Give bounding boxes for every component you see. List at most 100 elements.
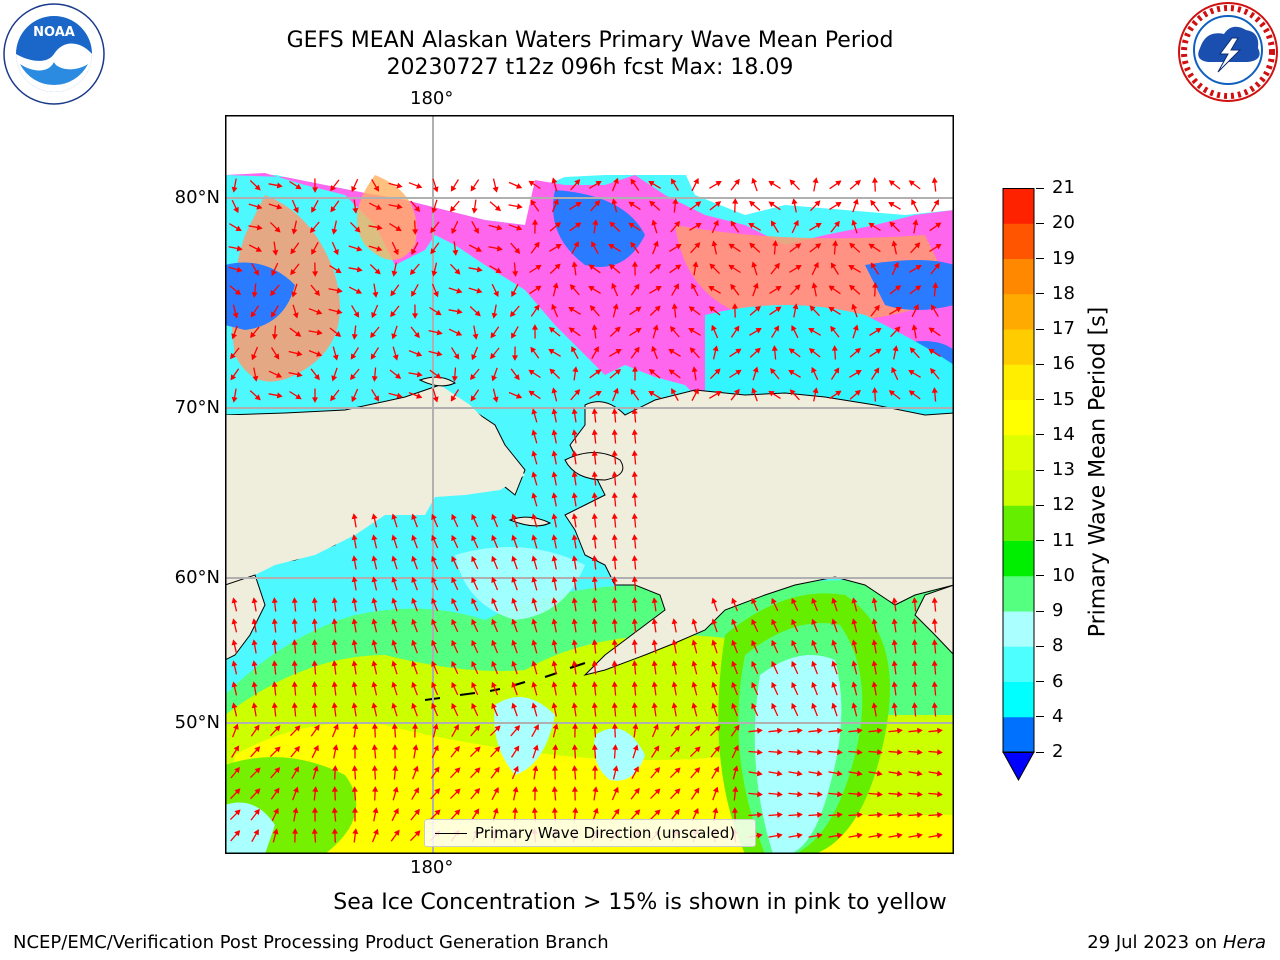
wave-arrow-head: [470, 185, 477, 192]
wave-arrow-head: [749, 200, 756, 207]
wave-arrow-head: [371, 660, 378, 667]
wave-arrow-head: [351, 395, 357, 403]
wave-arrow-head: [689, 347, 696, 354]
lat-label-50: 50°N: [174, 712, 220, 733]
wave-arrow-head: [935, 243, 942, 250]
wave-arrow-head: [630, 241, 637, 248]
wave-arrow-head: [411, 639, 417, 646]
wave-arrow-head: [551, 639, 558, 646]
lon-label-top: 180°: [410, 88, 454, 109]
wave-arrow-head: [751, 597, 757, 605]
wave-arrow-head: [371, 765, 378, 771]
wave-arrow-head: [871, 660, 878, 667]
wave-arrow-head: [336, 287, 343, 294]
wave-arrow-head: [530, 346, 537, 353]
wave-arrow-head: [531, 534, 538, 541]
wave-arrow-head: [491, 618, 497, 626]
wave-arrow-head: [414, 332, 420, 339]
wave-arrow-head: [373, 828, 379, 835]
wave-arrow-head: [274, 767, 281, 774]
wave-arrow-head: [911, 681, 918, 687]
footer-date-text: 29 Jul 2023 on: [1087, 932, 1223, 953]
wave-arrow-head: [492, 807, 499, 814]
wave-arrow-head: [733, 325, 740, 332]
wave-arrow-head: [635, 306, 642, 313]
wave-arrow-head: [651, 660, 658, 667]
wave-arrow-head: [516, 203, 523, 210]
wave-arrow-head: [455, 330, 463, 336]
wave-arrow-head: [273, 807, 279, 815]
wave-arrow-head: [435, 309, 442, 316]
wave-arrow-head: [395, 373, 402, 379]
wave-arrow-head: [231, 681, 238, 688]
wave-arrow-head: [431, 270, 438, 277]
wave-arrow-head: [352, 828, 359, 835]
wave-arrow-head: [911, 597, 918, 603]
wave-arrow-head: [836, 770, 843, 777]
wave-arrow-head: [571, 492, 578, 499]
wave-arrow-head: [391, 597, 398, 604]
wave-arrow-head: [351, 513, 358, 520]
wave-arrow-head: [733, 744, 739, 752]
colorbar-segment: [1003, 540, 1034, 577]
wave-arrow-head: [751, 177, 758, 184]
wave-arrow-head: [575, 201, 582, 208]
wave-arrow-head: [712, 807, 719, 814]
wave-arrow-head: [331, 786, 338, 792]
wave-arrow-head: [851, 303, 858, 310]
wave-arrow-head: [331, 660, 338, 667]
wave-arrow-head: [611, 723, 618, 729]
colorbar-tick-mark: [1036, 293, 1044, 295]
wave-arrow-head: [551, 618, 558, 625]
wave-arrow-head: [693, 807, 699, 815]
wave-arrow-head: [654, 263, 662, 270]
wave-arrow-head: [571, 576, 578, 583]
wave-arrow-head: [728, 243, 735, 250]
wave-arrow-head: [871, 639, 878, 646]
wave-arrow-head: [614, 326, 621, 333]
wave-arrow-head: [396, 203, 403, 210]
wave-arrow-head: [752, 282, 759, 289]
wave-arrow-head: [592, 786, 599, 793]
wave-arrow-head: [531, 513, 538, 520]
wave-arrow-head: [434, 788, 441, 795]
wave-arrow-head: [871, 618, 878, 625]
wave-arrow-head: [471, 660, 477, 668]
wave-arrow-head: [471, 576, 477, 584]
wave-arrow-head: [851, 639, 858, 646]
wave-arrow-head: [431, 681, 437, 689]
wave-arrow-head: [515, 183, 523, 189]
wave-arrow-head: [571, 429, 578, 436]
wave-arrow-head: [456, 308, 463, 315]
wave-arrow-head: [651, 597, 658, 604]
wave-arrow-head: [891, 681, 898, 688]
wave-arrow-head: [671, 178, 677, 185]
wave-arrow-head: [591, 555, 598, 561]
colorbar-tick-label: 14: [1052, 423, 1075, 445]
wave-arrow-head: [535, 285, 542, 292]
wave-arrow-head: [817, 727, 823, 734]
colorbar-tick-label: 13: [1052, 459, 1075, 480]
wave-arrow-head: [793, 219, 799, 227]
wave-arrow-head: [572, 807, 579, 813]
wave-arrow-head: [688, 328, 695, 334]
lon-label-bottom: 180°: [410, 857, 454, 878]
wave-arrow-head: [491, 702, 497, 710]
wave-arrow-head: [709, 263, 716, 270]
wave-arrow-head: [331, 639, 338, 646]
wave-arrow-head: [917, 749, 923, 756]
wave-arrow-head: [251, 353, 257, 361]
wave-arrow-head: [254, 746, 261, 753]
wave-arrow-head: [551, 576, 558, 583]
wave-arrow-head: [511, 555, 518, 562]
wave-arrow-head: [491, 375, 498, 382]
wave-arrow-head: [231, 333, 238, 340]
wave-arrow-head: [595, 390, 602, 397]
wave-arrow-head: [411, 555, 417, 562]
wave-arrow-head: [635, 327, 642, 334]
wave-arrow-head: [511, 702, 518, 709]
colorbar-outline: [1002, 188, 1035, 753]
wave-arrow-head: [891, 639, 898, 646]
wave-arrow-head: [391, 681, 398, 688]
wave-arrow-head: [651, 345, 657, 352]
